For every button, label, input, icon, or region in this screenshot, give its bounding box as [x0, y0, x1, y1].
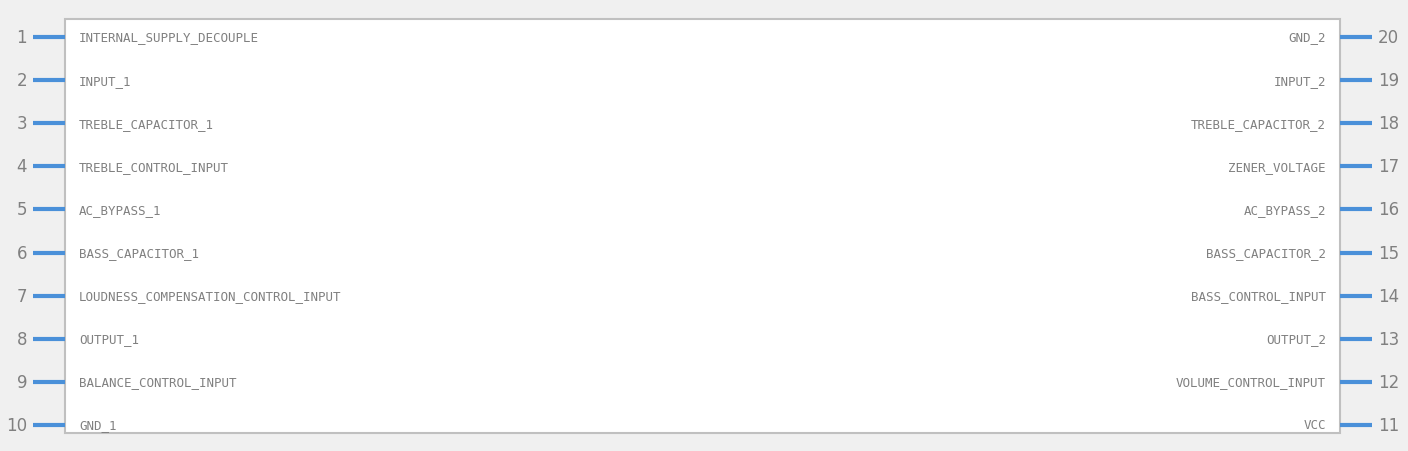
Text: INPUT_2: INPUT_2 — [1273, 74, 1326, 87]
Text: 6: 6 — [17, 244, 27, 262]
Text: VOLUME_CONTROL_INPUT: VOLUME_CONTROL_INPUT — [1176, 376, 1326, 388]
Text: OUTPUT_2: OUTPUT_2 — [1266, 332, 1326, 345]
Text: OUTPUT_1: OUTPUT_1 — [79, 332, 139, 345]
Text: 11: 11 — [1378, 416, 1400, 434]
Text: BASS_CONTROL_INPUT: BASS_CONTROL_INPUT — [1191, 290, 1326, 303]
Text: 12: 12 — [1378, 373, 1400, 391]
Text: 8: 8 — [17, 330, 27, 348]
Text: 4: 4 — [17, 158, 27, 176]
Text: BALANCE_CONTROL_INPUT: BALANCE_CONTROL_INPUT — [79, 376, 237, 388]
Text: LOUDNESS_COMPENSATION_CONTROL_INPUT: LOUDNESS_COMPENSATION_CONTROL_INPUT — [79, 290, 342, 303]
Text: BASS_CAPACITOR_1: BASS_CAPACITOR_1 — [79, 247, 199, 259]
Text: BASS_CAPACITOR_2: BASS_CAPACITOR_2 — [1207, 247, 1326, 259]
Text: 7: 7 — [17, 287, 27, 305]
Text: INPUT_1: INPUT_1 — [79, 74, 131, 87]
Text: AC_BYPASS_2: AC_BYPASS_2 — [1243, 203, 1326, 216]
Text: AC_BYPASS_1: AC_BYPASS_1 — [79, 203, 162, 216]
Text: 9: 9 — [17, 373, 27, 391]
Text: 19: 19 — [1378, 72, 1400, 90]
Text: 10: 10 — [6, 416, 27, 434]
Text: INTERNAL_SUPPLY_DECOUPLE: INTERNAL_SUPPLY_DECOUPLE — [79, 32, 259, 44]
Text: 17: 17 — [1378, 158, 1400, 176]
Text: GND_2: GND_2 — [1288, 32, 1326, 44]
Text: 18: 18 — [1378, 115, 1400, 133]
Text: 2: 2 — [17, 72, 27, 90]
Text: 5: 5 — [17, 201, 27, 219]
Text: GND_1: GND_1 — [79, 419, 117, 432]
Text: 13: 13 — [1378, 330, 1400, 348]
Text: 14: 14 — [1378, 287, 1400, 305]
Text: 1: 1 — [17, 29, 27, 47]
Text: VCC: VCC — [1304, 419, 1326, 432]
Text: 3: 3 — [17, 115, 27, 133]
Text: 16: 16 — [1378, 201, 1400, 219]
Text: TREBLE_CAPACITOR_1: TREBLE_CAPACITOR_1 — [79, 117, 214, 130]
Text: TREBLE_CAPACITOR_2: TREBLE_CAPACITOR_2 — [1191, 117, 1326, 130]
Text: TREBLE_CONTROL_INPUT: TREBLE_CONTROL_INPUT — [79, 161, 230, 174]
Text: 20: 20 — [1378, 29, 1400, 47]
Text: 15: 15 — [1378, 244, 1400, 262]
Text: ZENER_VOLTAGE: ZENER_VOLTAGE — [1229, 161, 1326, 174]
